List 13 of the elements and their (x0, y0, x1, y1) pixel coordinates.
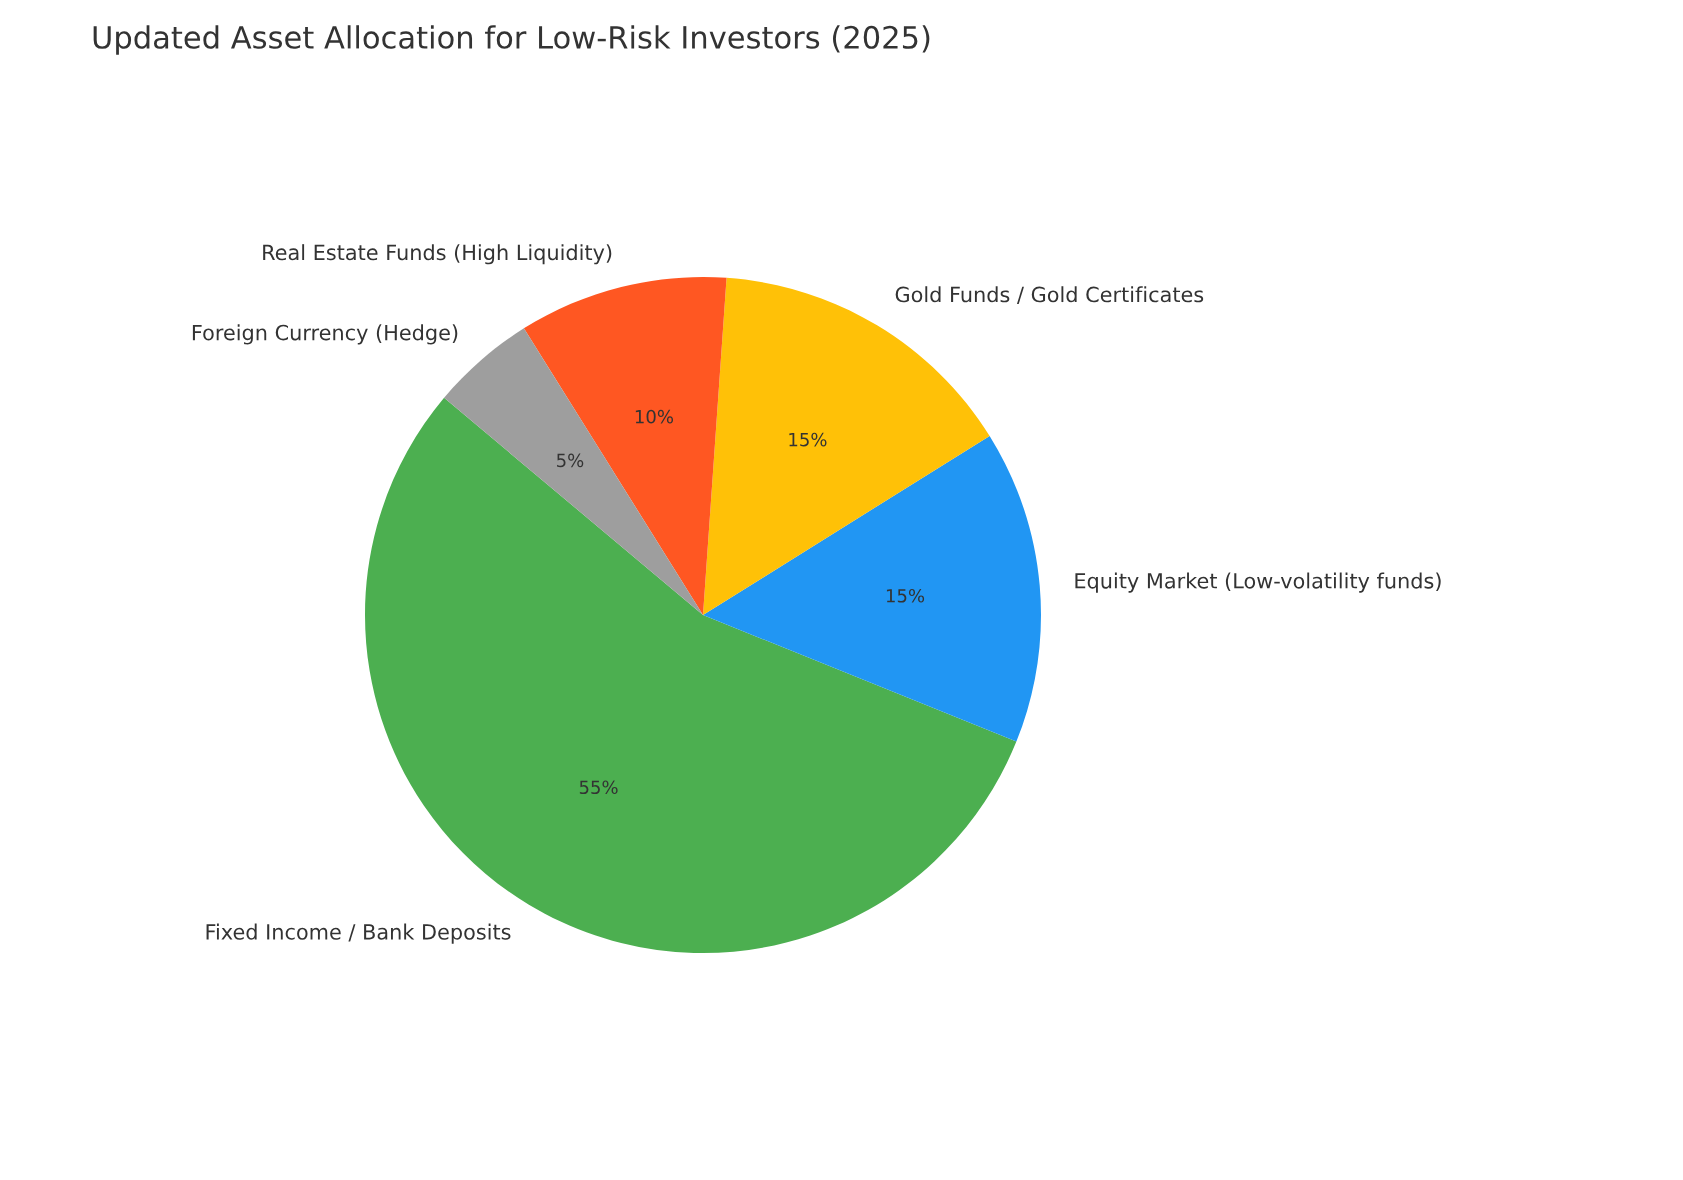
data-label: 5% (557, 453, 584, 468)
data-label: 10% (635, 409, 674, 424)
pie-slice (523, 277, 727, 615)
slice-label: Fixed Income / Bank Deposits (206, 923, 511, 944)
slice-label: Equity Market (Low-volatility funds) (1075, 572, 1441, 593)
slice-label: Gold Funds / Gold Certificates (895, 286, 1204, 304)
data-label: 55% (579, 780, 618, 795)
slice-label: Foreign Currency (Hedge) (192, 324, 458, 345)
data-label: 15% (789, 432, 827, 447)
data-label: 15% (886, 588, 925, 603)
pie-slice (365, 397, 1017, 953)
chart-title: Updated Asset Allocation for Low-Risk Investors (2025) (93, 25, 930, 55)
slice-label: Real Estate Funds (High Liquidity) (263, 244, 612, 265)
